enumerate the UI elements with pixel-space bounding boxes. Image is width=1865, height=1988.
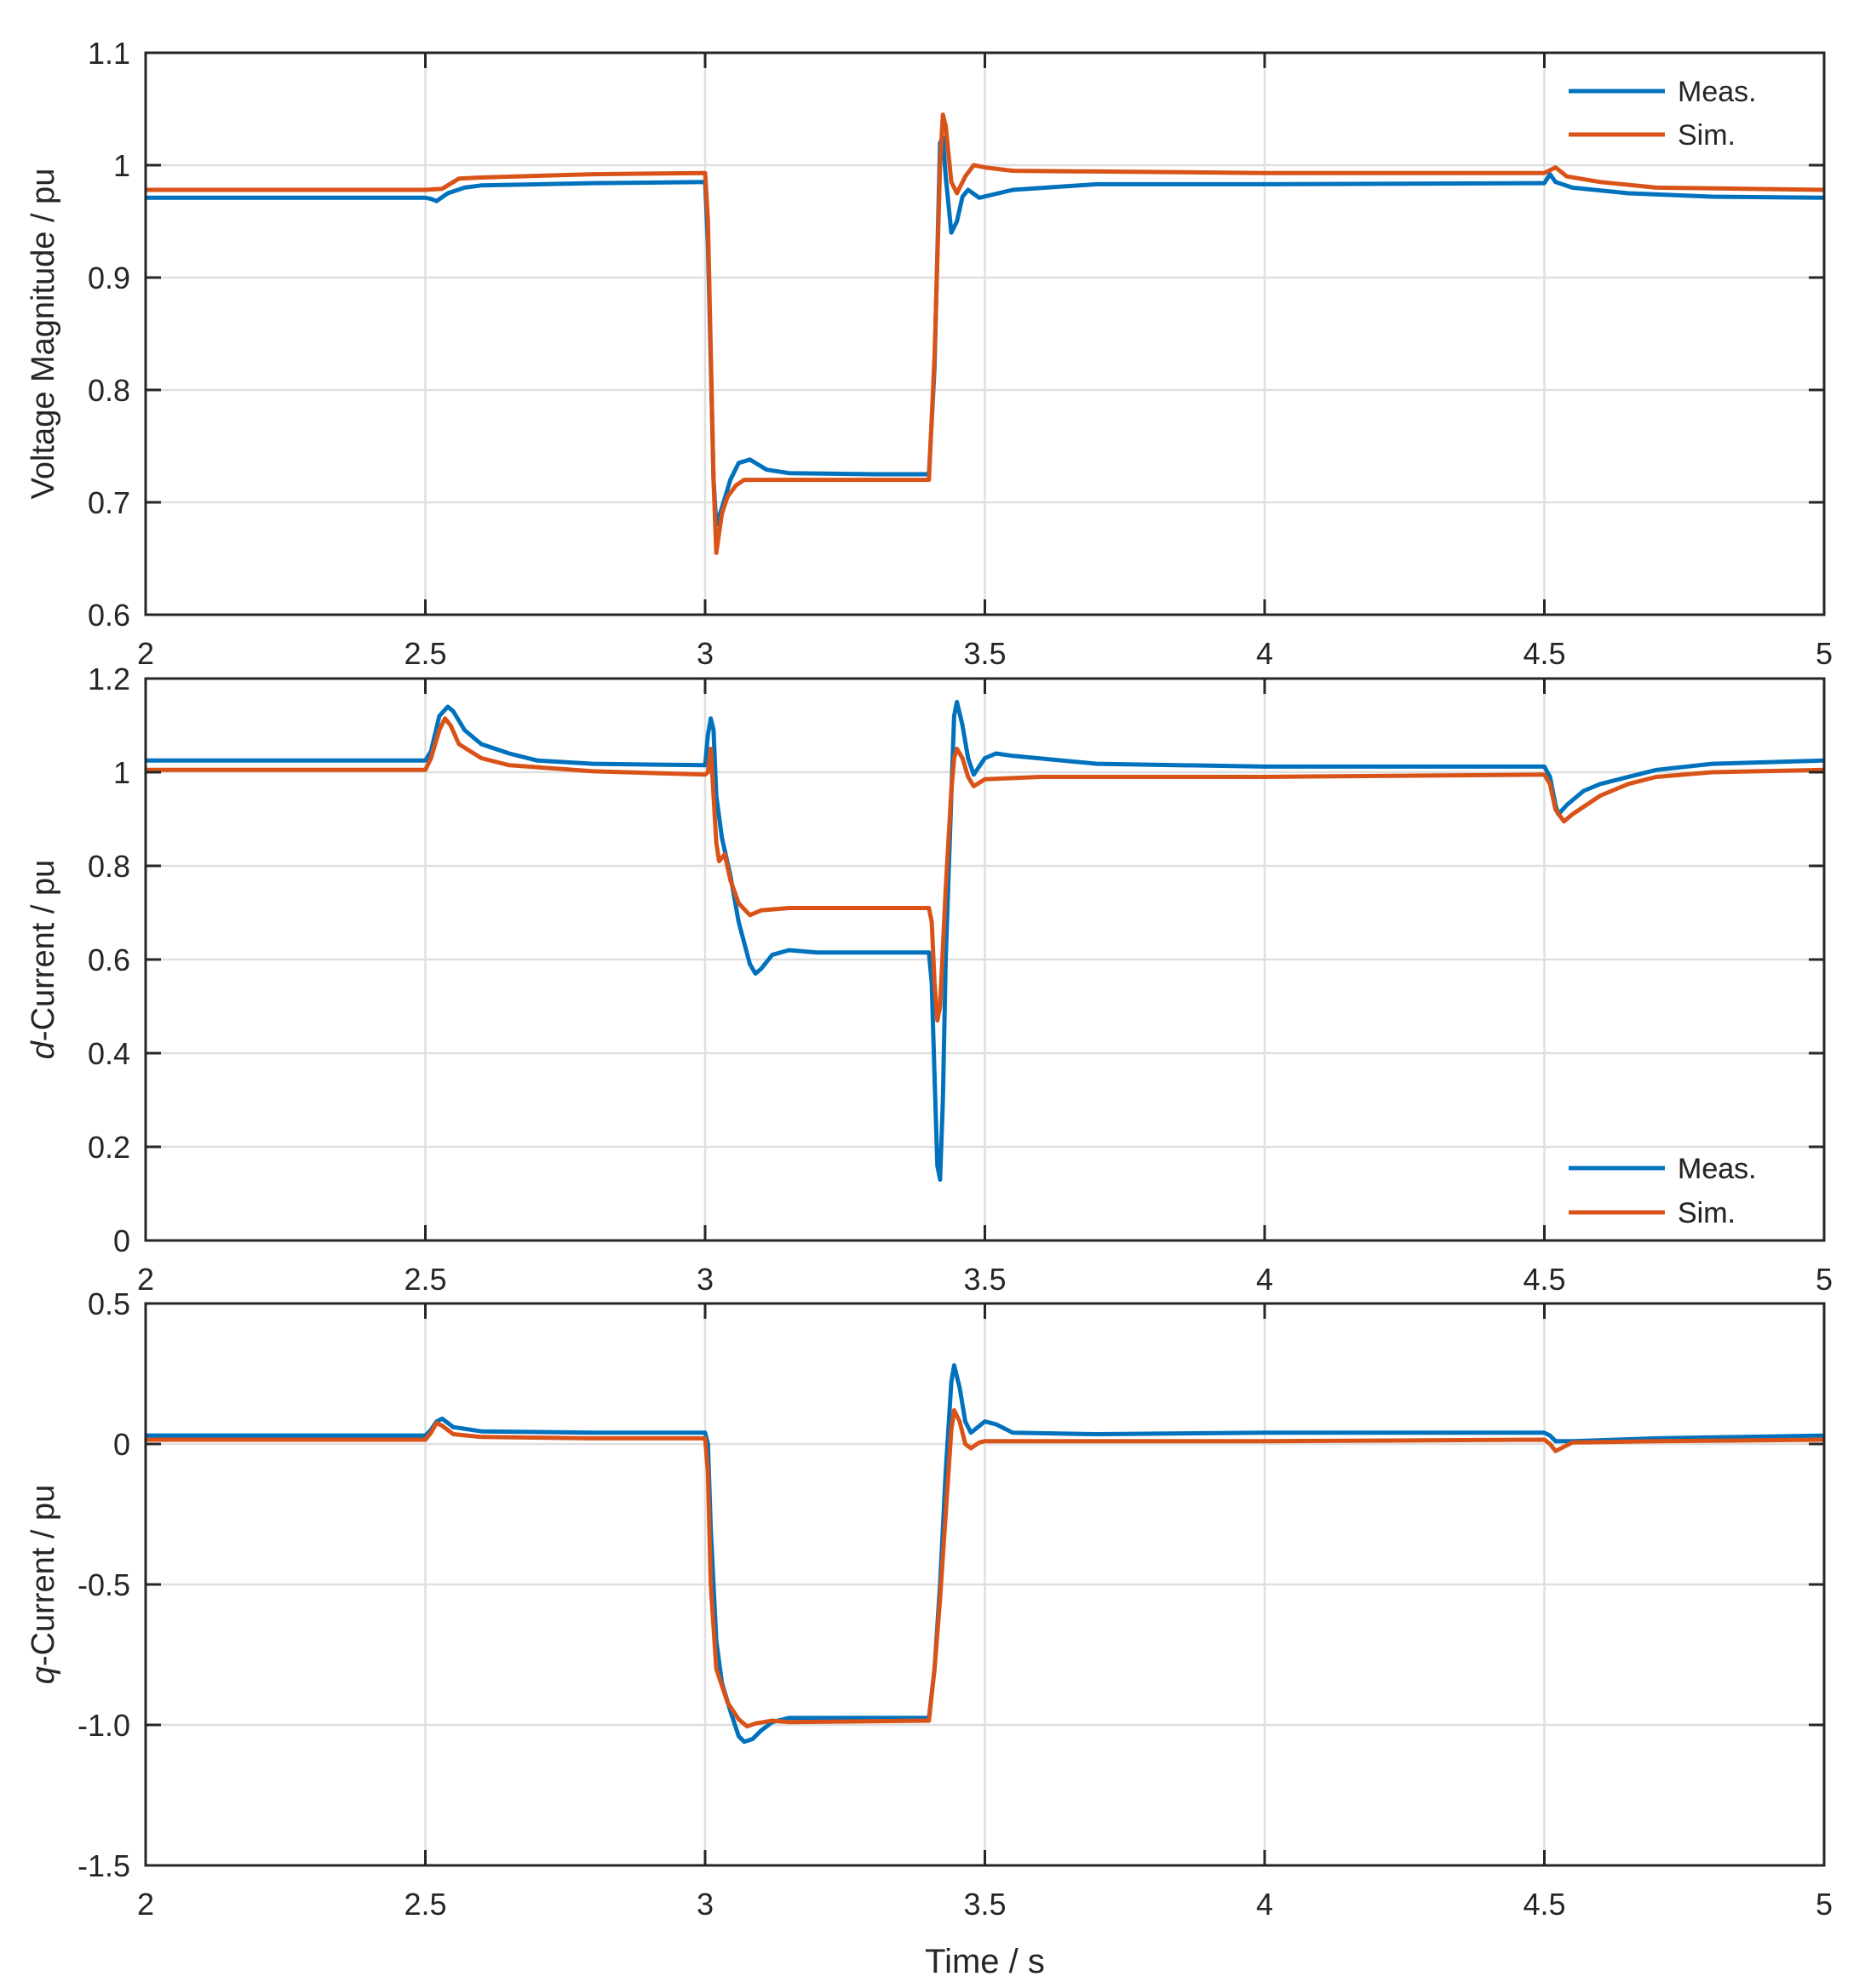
y-tick-label: 1: [113, 755, 130, 790]
y-tick-label: 0.8: [88, 373, 130, 408]
y-tick-label: 0.6: [88, 598, 130, 633]
x-tick-label: 4: [1256, 636, 1273, 671]
x-tick-label: 3: [697, 1262, 714, 1297]
y-tick-label: 1.1: [88, 36, 130, 71]
y-axis-label: d-Current / pu: [26, 860, 61, 1059]
y-tick-label: 0.7: [88, 485, 130, 520]
series-line-sim: [146, 1407, 1824, 1729]
x-tick-label: 2: [137, 1262, 154, 1297]
y-tick-label: 0.5: [88, 1286, 130, 1321]
y-axis-label-text: -Current / pu: [26, 1485, 61, 1666]
y-tick-label: 0: [113, 1223, 130, 1258]
x-tick-label: 5: [1816, 636, 1833, 671]
x-tick-label: 3.5: [963, 1262, 1006, 1297]
y-tick-label: 0.9: [88, 261, 130, 295]
series-line-meas: [146, 700, 1824, 1182]
x-tick-label: 3: [697, 1887, 714, 1922]
x-axis-label: Time / s: [925, 1943, 1045, 1980]
y-tick-label: 0.6: [88, 942, 130, 977]
y-tick-label: -1.0: [77, 1708, 130, 1743]
x-tick-label: 4: [1256, 1262, 1273, 1297]
x-tick-label: 5: [1816, 1262, 1833, 1297]
q-current-plot: 2 2.5 3 3.5 4 4.5 5 -1.5 -1.0 -0.5 0 0.5 q-Current /…: [26, 1153, 1833, 1980]
x-tick-label: 4.5: [1523, 1262, 1565, 1297]
x-tick-label: 2.5: [404, 1887, 446, 1922]
y-tick-label: -0.5: [77, 1567, 130, 1602]
x-tick-label: 2: [137, 636, 154, 671]
y-tick-label: 0.4: [88, 1036, 130, 1071]
y-tick-label: 1: [113, 148, 130, 183]
x-tick-label: 2.5: [404, 636, 446, 671]
y-axis-label: Voltage Magnitude / pu: [26, 169, 61, 500]
series-line-sim: [146, 716, 1824, 1023]
legend-label: Sim.: [1678, 119, 1736, 152]
x-tick-label: 4: [1256, 1887, 1273, 1922]
x-tick-label: 4.5: [1523, 636, 1565, 671]
legend-label: Meas.: [1678, 76, 1757, 108]
d-current-plot: 2 2.5 3 3.5 4 4.5 5 0 0.2 0.4 0.6 0.8 1 1.2 d-Current …: [26, 662, 1833, 1297]
y-tick-label: 0: [113, 1427, 130, 1462]
y-axis-label-italic: d: [26, 1040, 61, 1059]
voltage-magnitude-plot: 2 2.5 3 3.5 4 4.5 5 0.6 0.7 0.8 0.9 1 1.1 Voltage Mag…: [26, 36, 1833, 671]
legend-label: Sim.: [1678, 1197, 1736, 1229]
y-axis-label: q-Current / pu: [26, 1485, 61, 1684]
x-tick-label: 2.5: [404, 1262, 446, 1297]
y-tick-label: 1.2: [88, 662, 130, 696]
x-tick-label: 5: [1816, 1887, 1833, 1922]
y-axis-label-italic: q: [26, 1666, 61, 1684]
y-tick-label: -1.5: [77, 1848, 130, 1883]
x-tick-label: 3: [697, 636, 714, 671]
legend-label: Meas.: [1678, 1153, 1757, 1185]
series-line-sim: [146, 112, 1824, 555]
y-tick-label: 0.8: [88, 849, 130, 884]
x-tick-label: 3.5: [963, 1887, 1006, 1922]
x-tick-label: 3.5: [963, 636, 1006, 671]
legend-label: Meas.: [1678, 1153, 1757, 1185]
y-axis-label-text: -Current / pu: [26, 860, 61, 1041]
x-tick-label: 2: [137, 1887, 154, 1922]
y-tick-label: 0.2: [88, 1130, 130, 1165]
legend-label: Sim.: [1678, 1197, 1736, 1229]
series-line-meas: [146, 1363, 1824, 1745]
x-tick-label: 4.5: [1523, 1887, 1565, 1922]
